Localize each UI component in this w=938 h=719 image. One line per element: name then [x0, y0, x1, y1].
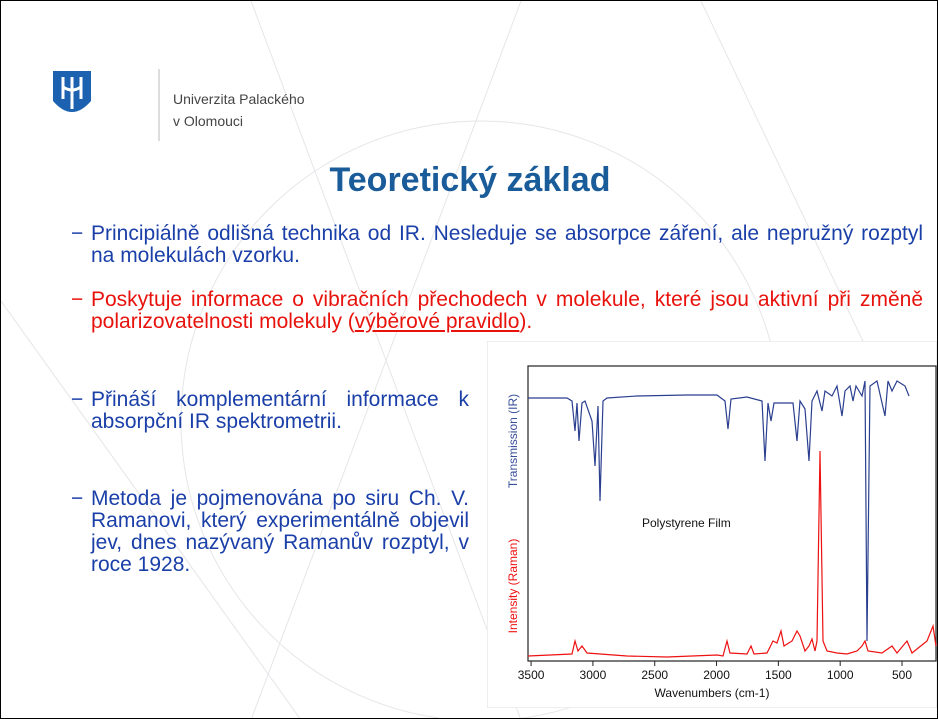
bullet-text: Přináší komplementární informace k absor… [91, 388, 469, 433]
bullet-text: ). [519, 310, 533, 333]
link[interactable]: výběrové pravidlo [354, 310, 520, 333]
bullet-marker: − [71, 487, 84, 510]
x-tick-label: 2500 [641, 668, 668, 682]
spectrum-figure: Polystyrene Film Wavenumbers (cm-1) Tran… [487, 341, 937, 708]
bullet-text: Principiálně odlišná technika od IR. Nes… [91, 222, 923, 267]
university-city: v Olomouci [173, 113, 244, 129]
bullet: − Metoda je pojmenována po siru Ch. V. Ra… [71, 487, 469, 576]
x-tick-label: 500 [892, 668, 912, 682]
bullet-marker: − [71, 288, 84, 311]
bullet-marker: − [71, 388, 84, 411]
bullet: − Principiálně odlišná technika od IR. Ne… [71, 222, 923, 267]
bullet-marker: − [71, 222, 84, 245]
plot-frame [527, 365, 937, 662]
annotation: Polystyrene Film [642, 516, 731, 530]
slide-title: Teoretický základ [329, 161, 611, 199]
x-tick-label: 1000 [827, 668, 854, 682]
bullet: − Přináší komplementární informace k abso… [71, 388, 469, 433]
university-name: Univerzita Palackého [173, 91, 305, 107]
raman-spectrum [527, 450, 937, 658]
bullet-text: Poskytuje informace o vibračních přechod… [91, 288, 923, 333]
y-axis-label-ir: Transmission (IR) [506, 394, 520, 488]
x-tick-label: 1500 [765, 668, 792, 682]
x-tick-label: 2000 [703, 668, 730, 682]
y-axis-label-raman: Intensity (Raman) [506, 539, 520, 634]
ir-spectrum [528, 379, 910, 642]
bullet-text: Metoda je pojmenována po siru Ch. V. Ram… [91, 487, 469, 576]
x-tick-label: 3500 [518, 668, 545, 682]
x-tick-label: 3000 [580, 668, 607, 682]
x-axis-label: Wavenumbers (cm-1) [655, 686, 770, 700]
bullet: − Poskytuje informace o vibračních přecho… [71, 288, 923, 333]
